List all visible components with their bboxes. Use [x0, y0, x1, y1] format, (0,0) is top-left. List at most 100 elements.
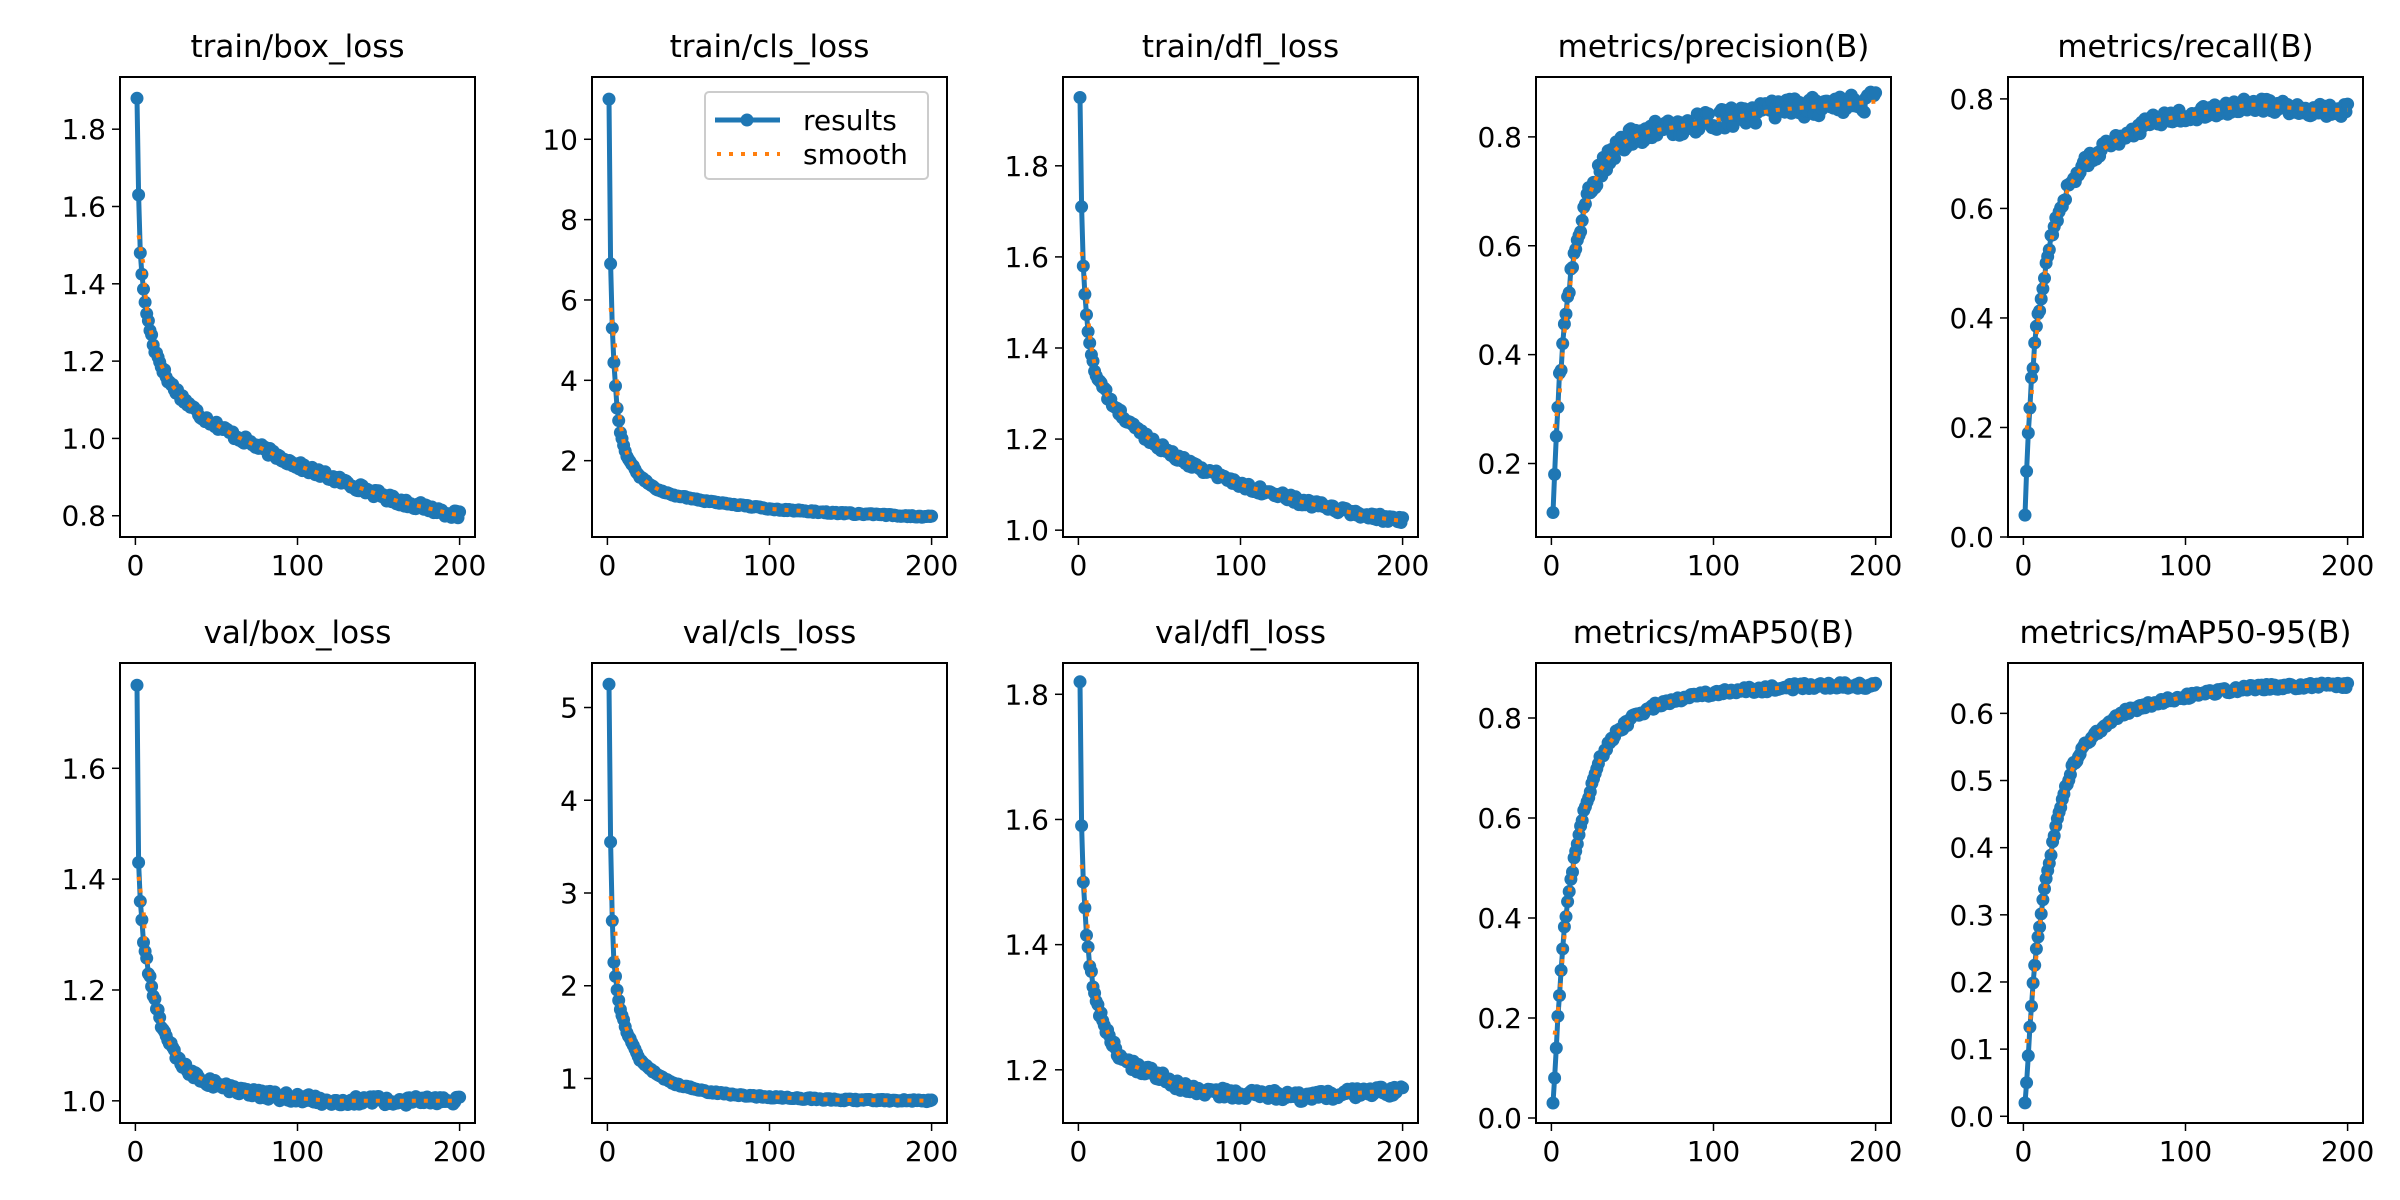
results-point: [1551, 1009, 1565, 1023]
x-tick-label: 0: [1069, 1135, 1087, 1168]
plot-area: [2018, 92, 2355, 522]
results-point: [1548, 1071, 1562, 1085]
results-point: [1551, 400, 1565, 414]
results-point: [1396, 1081, 1410, 1095]
y-tick-label: 0.1: [1949, 1033, 1994, 1066]
y-tick-label: 1.0: [61, 1085, 106, 1118]
results-point: [1083, 336, 1097, 350]
plot-area: [1073, 91, 1410, 529]
x-tick-label: 0: [1542, 549, 1560, 582]
results-point: [453, 505, 467, 519]
x-tick-label: 200: [433, 1135, 486, 1168]
axes-frame: [1535, 662, 1892, 1124]
results-point: [1554, 363, 1568, 377]
axes-frame: [119, 76, 476, 538]
y-tick-label: 1.4: [1004, 929, 1049, 962]
axes-frame: [2007, 76, 2364, 538]
subplot-train-box-loss: train/box_loss 0 100 200 0.8 1.0 1.2 1.4 1.6 1.8: [61, 29, 486, 582]
results-point: [2038, 271, 2051, 285]
results-point: [1549, 429, 1563, 443]
x-tick-label: 0: [1542, 1135, 1560, 1168]
results-point: [2020, 464, 2034, 478]
smooth-line: [1079, 251, 1403, 523]
subplot-title: train/dfl_loss: [1142, 29, 1339, 65]
y-tick-label: 0.2: [1949, 411, 1994, 444]
subplot-title: metrics/mAP50(B): [1573, 615, 1854, 651]
results-point: [2020, 1076, 2034, 1090]
results-point: [140, 951, 154, 965]
results-point: [1081, 940, 1095, 954]
subplot-val-box-loss: val/box_loss 0 100 200 1.0 1.2 1.4 1.6: [61, 615, 486, 1168]
y-tick-label: 0.6: [1949, 697, 1994, 730]
subplot-metrics-recall-b-: metrics/recall(B) 0 100 200 0.0 0.2 0.4 0.6 0.8: [1949, 29, 2374, 582]
y-tick-label: 0.4: [1949, 302, 1994, 335]
y-tick-label: 0.8: [1477, 121, 1522, 154]
x-tick-label: 200: [905, 549, 958, 582]
x-tick-label: 200: [433, 549, 486, 582]
smooth-line: [1079, 864, 1403, 1100]
results-point: [1566, 261, 1579, 274]
plot-area: [130, 678, 467, 1112]
results-point: [1081, 325, 1095, 339]
y-tick-label: 1.8: [61, 113, 106, 146]
axes-frame: [591, 76, 948, 538]
y-tick-label: 1.8: [1004, 150, 1049, 183]
y-tick-label: 1.4: [61, 863, 106, 896]
y-tick-label: 2: [560, 445, 578, 478]
y-tick-label: 1.2: [1004, 423, 1049, 456]
results-point: [1562, 286, 1576, 300]
results-point: [602, 92, 616, 106]
y-tick-label: 2: [560, 970, 578, 1003]
y-tick-label: 0.2: [1949, 966, 1994, 999]
y-tick-label: 1.6: [1004, 241, 1049, 274]
results-point: [602, 677, 616, 691]
results-point: [1702, 107, 1716, 121]
results-point: [1566, 865, 1579, 879]
y-tick-label: 6: [560, 284, 578, 317]
y-tick-label: 0.2: [1477, 1002, 1522, 1035]
results-point: [133, 246, 147, 260]
results-point: [143, 969, 157, 983]
results-point: [1078, 901, 1092, 915]
subplot-metrics-map50-b-: metrics/mAP50(B) 0 100 200 0.0 0.2 0.4 0.6 0.8: [1477, 615, 1902, 1168]
y-tick-label: 0.4: [1477, 902, 1522, 935]
results-point: [1549, 1041, 1563, 1055]
x-tick-label: 200: [2321, 549, 2374, 582]
x-tick-label: 100: [271, 549, 324, 582]
y-tick-label: 1: [560, 1062, 578, 1095]
results-point: [1575, 214, 1589, 228]
plot-area: [2018, 676, 2355, 1110]
plot-area: [130, 91, 467, 525]
y-tick-label: 1.6: [61, 190, 106, 223]
results-point: [1073, 91, 1087, 104]
y-tick-label: 4: [560, 784, 578, 817]
y-tick-label: 1.2: [61, 974, 106, 1007]
subplot-val-cls-loss: val/cls_loss 0 100 200 1 2 3 4 5: [560, 615, 958, 1168]
y-tick-label: 0.0: [1949, 521, 1994, 554]
x-tick-label: 0: [1069, 549, 1087, 582]
results-point: [1076, 875, 1090, 889]
results-point: [1554, 963, 1568, 977]
smooth-line: [1552, 99, 1876, 429]
x-tick-label: 100: [1214, 549, 1267, 582]
results-point: [1562, 885, 1576, 898]
axes-frame: [1062, 76, 1419, 538]
results-point: [132, 188, 146, 202]
results-point: [1559, 910, 1573, 924]
results-point: [2034, 907, 2048, 921]
y-tick-label: 8: [560, 204, 578, 237]
y-tick-label: 1.6: [1004, 803, 1049, 836]
subplot-metrics-map50-95-b-: metrics/mAP50-95(B) 0 100 200 0.0 0.1 0.2 0.3 0.…: [1949, 615, 2374, 1168]
results-point: [1548, 467, 1562, 481]
x-tick-label: 200: [1849, 1135, 1902, 1168]
results-point: [2018, 508, 2032, 522]
plot-area: [602, 677, 939, 1109]
y-tick-label: 0.6: [1477, 802, 1522, 835]
results-point: [1768, 111, 1782, 125]
results-point: [1559, 307, 1573, 321]
subplot-title: train/box_loss: [190, 29, 404, 65]
y-tick-label: 4: [560, 364, 578, 397]
y-tick-label: 1.8: [1004, 678, 1049, 711]
